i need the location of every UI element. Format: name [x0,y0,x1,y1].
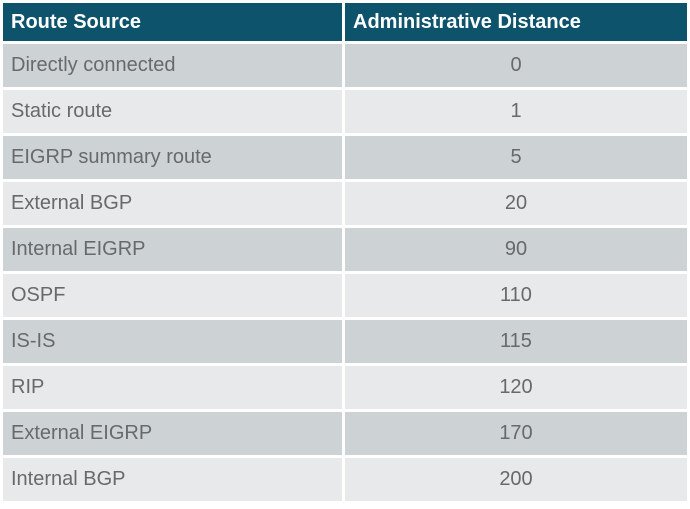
distance-cell: 90 [345,228,687,271]
route-source-cell: RIP [3,366,342,409]
distance-cell: 120 [345,366,687,409]
distance-cell: 115 [345,320,687,363]
distance-cell: 110 [345,274,687,317]
distance-cell: 20 [345,182,687,225]
table-row: Internal BGP 200 [3,458,687,501]
distance-cell: 5 [345,136,687,179]
table-row: EIGRP summary route 5 [3,136,687,179]
header-row: Route Source Administrative Distance [3,3,687,41]
table-row: External EIGRP 170 [3,412,687,455]
distance-cell: 200 [345,458,687,501]
table-row: OSPF 110 [3,274,687,317]
route-source-cell: EIGRP summary route [3,136,342,179]
distance-cell: 0 [345,44,687,87]
column-header-route-source: Route Source [3,3,342,41]
table-row: Static route 1 [3,90,687,133]
table-row: Directly connected 0 [3,44,687,87]
route-source-cell: Internal EIGRP [3,228,342,271]
route-source-cell: External EIGRP [3,412,342,455]
table-row: External BGP 20 [3,182,687,225]
column-header-administrative-distance: Administrative Distance [345,3,687,41]
route-source-cell: OSPF [3,274,342,317]
table-row: Internal EIGRP 90 [3,228,687,271]
route-source-cell: Static route [3,90,342,133]
distance-cell: 1 [345,90,687,133]
table-row: IS-IS 115 [3,320,687,363]
route-source-cell: Internal BGP [3,458,342,501]
route-source-cell: External BGP [3,182,342,225]
route-source-cell: IS-IS [3,320,342,363]
table-row: RIP 120 [3,366,687,409]
route-source-cell: Directly connected [3,44,342,87]
distance-cell: 170 [345,412,687,455]
